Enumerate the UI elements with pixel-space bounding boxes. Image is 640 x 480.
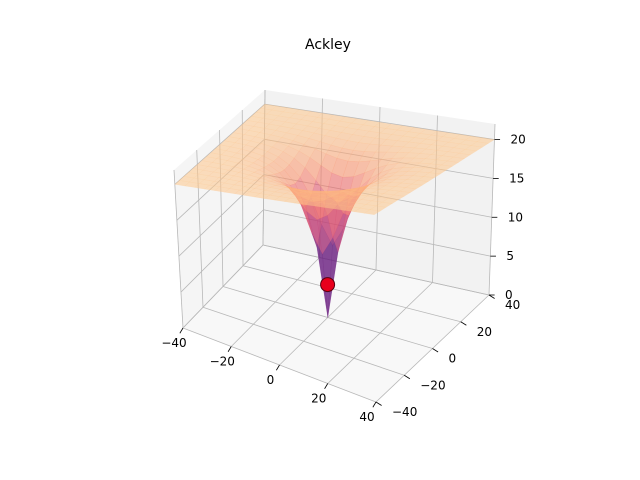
- grid-y-left: [173, 169, 184, 329]
- grid-z-left: [180, 209, 264, 293]
- grid-y-floor: [222, 286, 433, 349]
- surface-patch: [440, 160, 459, 167]
- y-tick-label-mark: [488, 294, 495, 299]
- surface-patch: [375, 201, 393, 208]
- y-tick-label: 20: [477, 325, 492, 339]
- x-tick-label: −40: [161, 336, 186, 350]
- y-tick-label-mark: [375, 401, 382, 406]
- y-tick-label: −40: [392, 405, 417, 419]
- x-tick-label-mark: [179, 327, 184, 334]
- grid-y-floor: [242, 265, 461, 323]
- z-tick-label: 15: [509, 171, 524, 185]
- y-tick-label-mark: [460, 321, 467, 326]
- y-tick-label-mark: [404, 374, 411, 380]
- minimum-point: [320, 277, 336, 293]
- grid-z-back: [263, 209, 491, 257]
- y-tick-label: −20: [420, 378, 445, 392]
- x-tick-label-mark: [276, 364, 280, 371]
- surface-patch: [393, 190, 411, 197]
- x-tick-label-mark: [227, 346, 232, 352]
- y-tick-label-mark: [432, 348, 439, 353]
- z-tick-label: 0: [505, 288, 513, 302]
- z-tick-label: 10: [508, 210, 523, 224]
- surface-patch: [399, 187, 417, 193]
- surface-patch: [434, 164, 453, 171]
- surface-patch: [458, 149, 477, 156]
- grid-z-back: [264, 103, 495, 140]
- grid-y-floor: [202, 306, 405, 376]
- x-tick-label: 40: [359, 410, 374, 424]
- z-tick-label: 5: [506, 249, 514, 263]
- x-tick-label: 0: [267, 373, 275, 387]
- grid-z-left: [182, 244, 264, 329]
- ackley-surface: [174, 103, 496, 318]
- surface-patch: [405, 183, 423, 190]
- floor-pane: [183, 245, 489, 402]
- surface-patch: [363, 209, 381, 216]
- grid-x-back: [488, 123, 496, 296]
- y-tick-label: 40: [505, 298, 520, 312]
- minimum-marker: [320, 277, 336, 293]
- x-tick-label: −20: [210, 355, 235, 369]
- chart-title: Ackley: [305, 37, 351, 53]
- x-tick-label: 20: [311, 392, 326, 406]
- y-tick-label: 0: [449, 352, 457, 366]
- surface-patch: [381, 198, 399, 204]
- z-tick-label: 20: [510, 133, 525, 147]
- x-tick-label-mark: [324, 383, 329, 389]
- grid-z-left: [174, 103, 266, 185]
- x-tick-label-mark: [372, 401, 377, 408]
- grid-z-back: [262, 244, 490, 296]
